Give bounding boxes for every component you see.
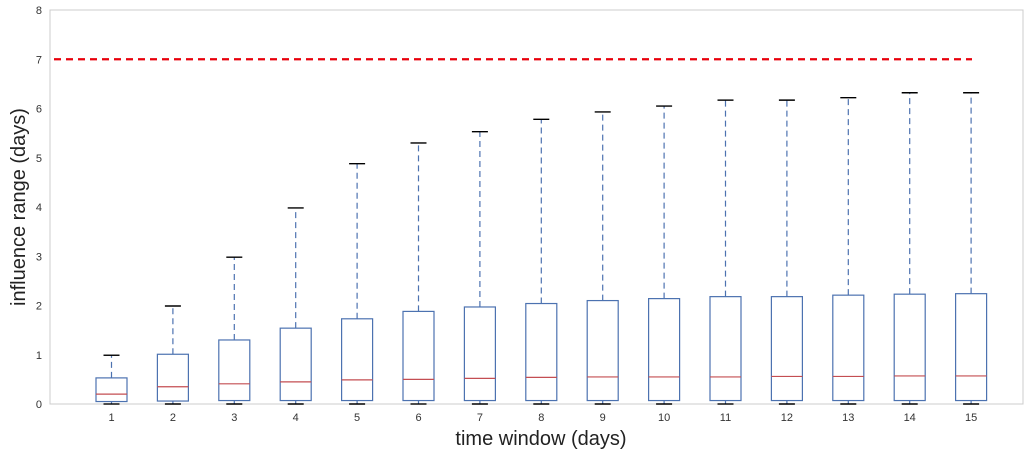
y-tick-label: 8 [36, 5, 42, 17]
y-axis-title: influence range (days) [8, 108, 30, 306]
x-tick-label: 8 [538, 412, 544, 424]
box-iqr [279, 327, 312, 402]
box-group [709, 99, 742, 405]
x-tick-label: 11 [720, 412, 731, 424]
box-group [832, 96, 865, 405]
y-axis: 0 1 2 3 4 5 6 7 8 [36, 5, 42, 411]
box-iqr [586, 299, 619, 402]
box-group [770, 99, 804, 405]
x-tick-label: 4 [293, 412, 299, 424]
box-iqr [832, 294, 865, 402]
box-group [156, 305, 189, 405]
x-axis-title: time window (days) [455, 428, 626, 450]
plot-area-frame [49, 9, 1024, 405]
box-group [218, 256, 251, 405]
y-tick-label: 6 [36, 104, 42, 116]
box-group [279, 207, 312, 405]
box-iqr [709, 296, 742, 402]
box-iqr [647, 298, 681, 402]
box-iqr [893, 293, 926, 402]
x-tick-label: 7 [477, 412, 483, 424]
box-iqr [218, 339, 251, 402]
y-tick-label: 1 [36, 350, 42, 362]
box-iqr [95, 377, 128, 403]
x-axis: 1 2 3 4 5 6 7 8 9 10 11 12 13 14 15 [108, 412, 977, 424]
x-tick-label: 6 [415, 412, 421, 424]
x-tick-label: 12 [781, 412, 793, 424]
x-tick-label: 9 [600, 412, 606, 424]
box-iqr [463, 306, 496, 402]
x-tick-label: 13 [842, 412, 854, 424]
box-group [341, 162, 374, 405]
box-group [586, 111, 619, 405]
x-tick-label: 15 [965, 412, 977, 424]
x-tick-label: 3 [231, 412, 237, 424]
box-group [893, 92, 926, 405]
box-group [647, 105, 681, 405]
y-tick-label: 7 [36, 54, 42, 66]
box-iqr [954, 293, 988, 402]
x-tick-label: 1 [108, 412, 114, 424]
box-iqr [525, 302, 558, 402]
box-iqr [156, 353, 189, 402]
x-tick-label: 10 [658, 412, 670, 424]
box-iqr [770, 296, 804, 402]
y-tick-label: 5 [36, 153, 42, 165]
x-tick-label: 5 [354, 412, 360, 424]
y-tick-label: 3 [36, 251, 42, 263]
x-tick-label: 2 [170, 412, 176, 424]
boxes-layer [95, 92, 988, 405]
box-group [954, 92, 988, 405]
y-tick-label: 4 [36, 202, 42, 214]
box-group [463, 130, 496, 405]
x-tick-label: 14 [904, 412, 916, 424]
box-iqr [341, 318, 374, 402]
y-tick-label: 0 [36, 399, 42, 411]
box-group [525, 118, 558, 405]
box-iqr [402, 310, 435, 402]
box-group [95, 354, 128, 405]
box-group [402, 142, 435, 405]
y-tick-label: 2 [36, 301, 42, 313]
